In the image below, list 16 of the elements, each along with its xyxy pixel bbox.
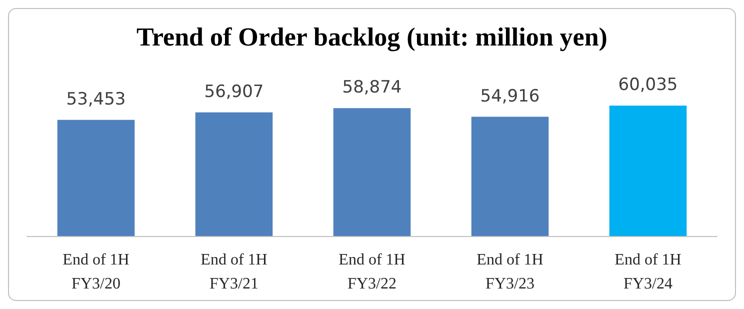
bar [471, 116, 549, 236]
x-tick-label: End of 1H FY3/23 [476, 252, 544, 292]
bar [333, 108, 411, 236]
x-tick-label: End of 1H FY3/24 [614, 252, 682, 292]
x-tick-label: End of 1H FY3/21 [200, 252, 268, 292]
bar [57, 120, 135, 236]
data-label: 58,874 [342, 78, 402, 98]
data-label: 60,035 [618, 75, 678, 96]
bar [609, 106, 687, 236]
data-label: 56,907 [204, 82, 264, 102]
x-tick-label: End of 1H FY3/20 [62, 252, 130, 292]
x-tick-label: End of 1H FY3/22 [338, 252, 406, 292]
data-label: 54,916 [480, 86, 540, 106]
chart-title: Trend of Order backlog (unit: million yen) [136, 22, 608, 52]
bar [195, 112, 273, 236]
data-label: 53,453 [66, 89, 126, 110]
